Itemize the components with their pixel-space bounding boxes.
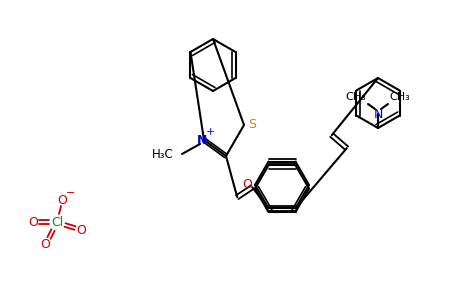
Text: O: O: [242, 178, 252, 191]
Text: CH₃: CH₃: [346, 92, 366, 102]
Text: −: −: [66, 188, 76, 198]
Text: O: O: [28, 215, 38, 229]
Text: O: O: [40, 238, 50, 250]
Text: O: O: [76, 224, 86, 236]
Text: O: O: [57, 194, 67, 206]
Text: CH₃: CH₃: [390, 92, 410, 102]
Text: N: N: [197, 134, 207, 146]
Text: H₃C: H₃C: [152, 148, 174, 161]
Text: S: S: [248, 118, 256, 130]
Text: N: N: [373, 107, 383, 121]
Text: +: +: [205, 127, 215, 137]
Text: Cl: Cl: [51, 215, 63, 229]
